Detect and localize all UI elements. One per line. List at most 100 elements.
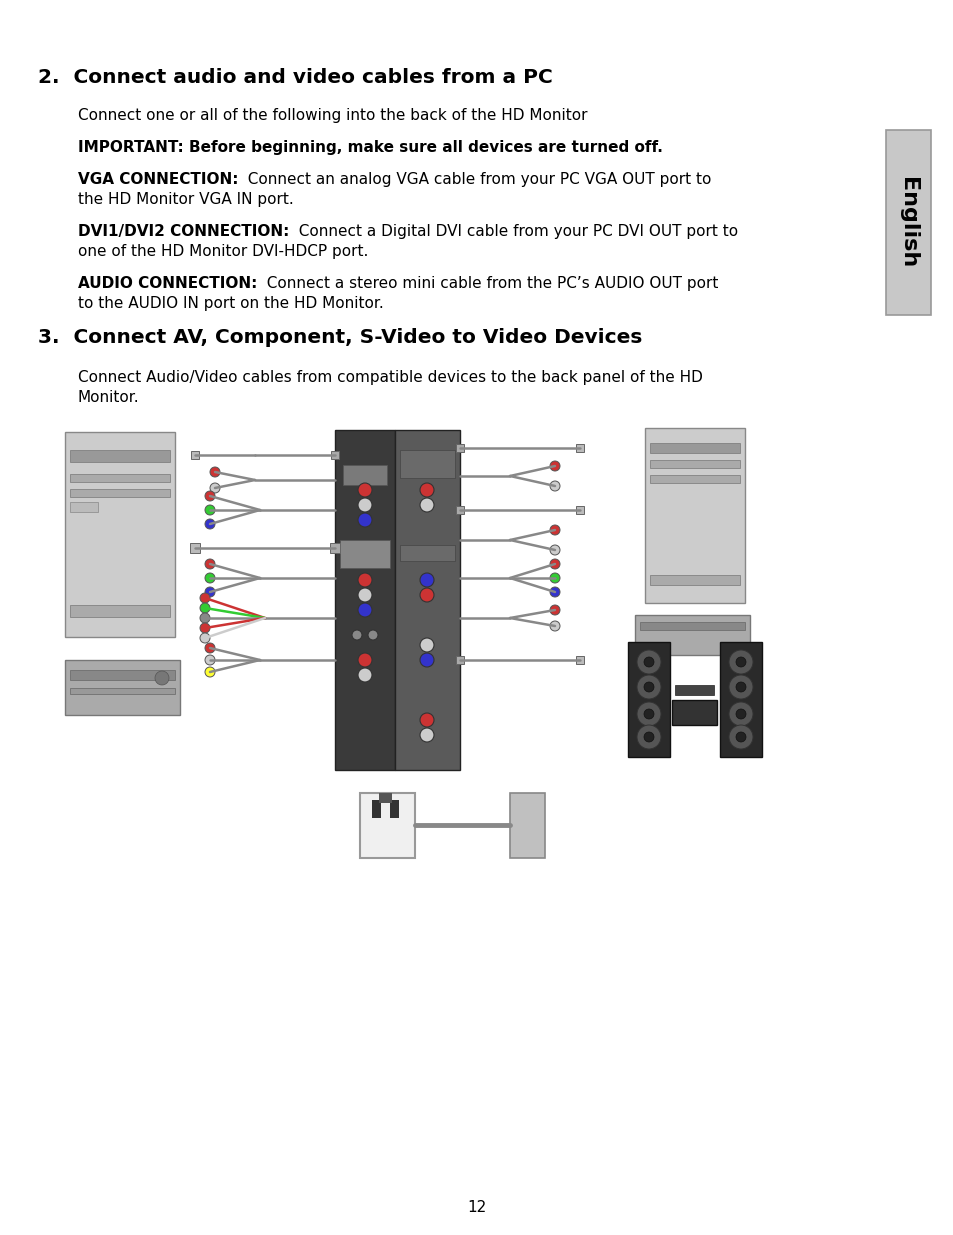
- Circle shape: [205, 667, 214, 677]
- Bar: [372, 800, 380, 818]
- Circle shape: [205, 587, 214, 597]
- Text: Connect one or all of the following into the back of the HD Monitor: Connect one or all of the following into…: [78, 107, 587, 124]
- Circle shape: [205, 519, 214, 529]
- Circle shape: [643, 682, 654, 692]
- Bar: [343, 466, 387, 485]
- Circle shape: [200, 634, 210, 643]
- Bar: [399, 545, 455, 561]
- Circle shape: [735, 682, 745, 692]
- Circle shape: [637, 701, 660, 726]
- Bar: [720, 642, 761, 757]
- Bar: [671, 700, 717, 725]
- Circle shape: [357, 603, 372, 618]
- Bar: [70, 474, 170, 482]
- Bar: [70, 489, 170, 496]
- Circle shape: [637, 676, 660, 699]
- Bar: [339, 540, 390, 568]
- Circle shape: [550, 545, 559, 555]
- Bar: [70, 605, 170, 618]
- Circle shape: [419, 573, 434, 587]
- Circle shape: [200, 593, 210, 603]
- Circle shape: [419, 483, 434, 496]
- Circle shape: [550, 461, 559, 471]
- Bar: [649, 475, 740, 483]
- Bar: [190, 543, 200, 553]
- Circle shape: [550, 573, 559, 583]
- Circle shape: [200, 613, 210, 622]
- Text: Connect Audio/Video cables from compatible devices to the back panel of the HD: Connect Audio/Video cables from compatib…: [78, 370, 702, 385]
- Circle shape: [357, 588, 372, 601]
- Bar: [576, 445, 583, 452]
- Circle shape: [352, 630, 361, 640]
- Bar: [456, 506, 463, 514]
- Circle shape: [735, 657, 745, 667]
- Circle shape: [550, 605, 559, 615]
- Circle shape: [357, 498, 372, 513]
- Bar: [649, 443, 740, 453]
- Circle shape: [419, 653, 434, 667]
- Circle shape: [550, 559, 559, 569]
- Bar: [378, 793, 392, 803]
- Circle shape: [643, 657, 654, 667]
- Bar: [70, 688, 174, 694]
- Bar: [649, 576, 740, 585]
- Circle shape: [728, 650, 752, 674]
- Bar: [644, 429, 744, 603]
- Circle shape: [643, 732, 654, 742]
- Circle shape: [368, 630, 377, 640]
- Circle shape: [419, 727, 434, 742]
- Circle shape: [419, 498, 434, 513]
- Circle shape: [735, 732, 745, 742]
- Bar: [456, 445, 463, 452]
- Circle shape: [419, 588, 434, 601]
- Circle shape: [200, 622, 210, 634]
- Bar: [649, 459, 740, 468]
- Bar: [70, 501, 98, 513]
- Circle shape: [550, 587, 559, 597]
- Text: 12: 12: [467, 1200, 486, 1215]
- Circle shape: [637, 725, 660, 748]
- Bar: [885, 130, 930, 315]
- Text: English: English: [898, 177, 918, 268]
- Text: to the AUDIO IN port on the HD Monitor.: to the AUDIO IN port on the HD Monitor.: [78, 296, 383, 311]
- Circle shape: [154, 671, 169, 685]
- Circle shape: [637, 650, 660, 674]
- Text: one of the HD Monitor DVI-HDCP port.: one of the HD Monitor DVI-HDCP port.: [78, 245, 368, 259]
- Circle shape: [735, 709, 745, 719]
- Text: 3.  Connect AV, Component, S-Video to Video Devices: 3. Connect AV, Component, S-Video to Vid…: [38, 329, 641, 347]
- Circle shape: [643, 709, 654, 719]
- Circle shape: [357, 573, 372, 587]
- Bar: [331, 451, 338, 459]
- Bar: [70, 671, 174, 680]
- Bar: [675, 685, 713, 695]
- Bar: [639, 622, 744, 630]
- Bar: [335, 430, 395, 769]
- Circle shape: [550, 480, 559, 492]
- Bar: [390, 800, 398, 818]
- Circle shape: [728, 725, 752, 748]
- Circle shape: [728, 676, 752, 699]
- Bar: [65, 659, 180, 715]
- Text: 2.  Connect audio and video cables from a PC: 2. Connect audio and video cables from a…: [38, 68, 552, 86]
- Circle shape: [205, 655, 214, 664]
- Circle shape: [205, 643, 214, 653]
- Circle shape: [210, 467, 220, 477]
- Circle shape: [205, 505, 214, 515]
- Bar: [576, 656, 583, 664]
- Bar: [635, 615, 749, 655]
- Bar: [627, 642, 669, 757]
- Circle shape: [419, 713, 434, 727]
- Text: Monitor.: Monitor.: [78, 390, 139, 405]
- Text: DVI1/DVI2 CONNECTION:: DVI1/DVI2 CONNECTION:: [78, 224, 289, 240]
- Circle shape: [205, 492, 214, 501]
- Text: IMPORTANT: Before beginning, make sure all devices are turned off.: IMPORTANT: Before beginning, make sure a…: [78, 140, 662, 156]
- Bar: [399, 450, 455, 478]
- Bar: [330, 543, 339, 553]
- Circle shape: [357, 668, 372, 682]
- Circle shape: [550, 621, 559, 631]
- Text: Connect an analog VGA cable from your PC VGA OUT port to: Connect an analog VGA cable from your PC…: [238, 172, 711, 186]
- Circle shape: [205, 559, 214, 569]
- Text: AUDIO CONNECTION:: AUDIO CONNECTION:: [78, 275, 257, 291]
- Bar: [456, 656, 463, 664]
- Circle shape: [419, 638, 434, 652]
